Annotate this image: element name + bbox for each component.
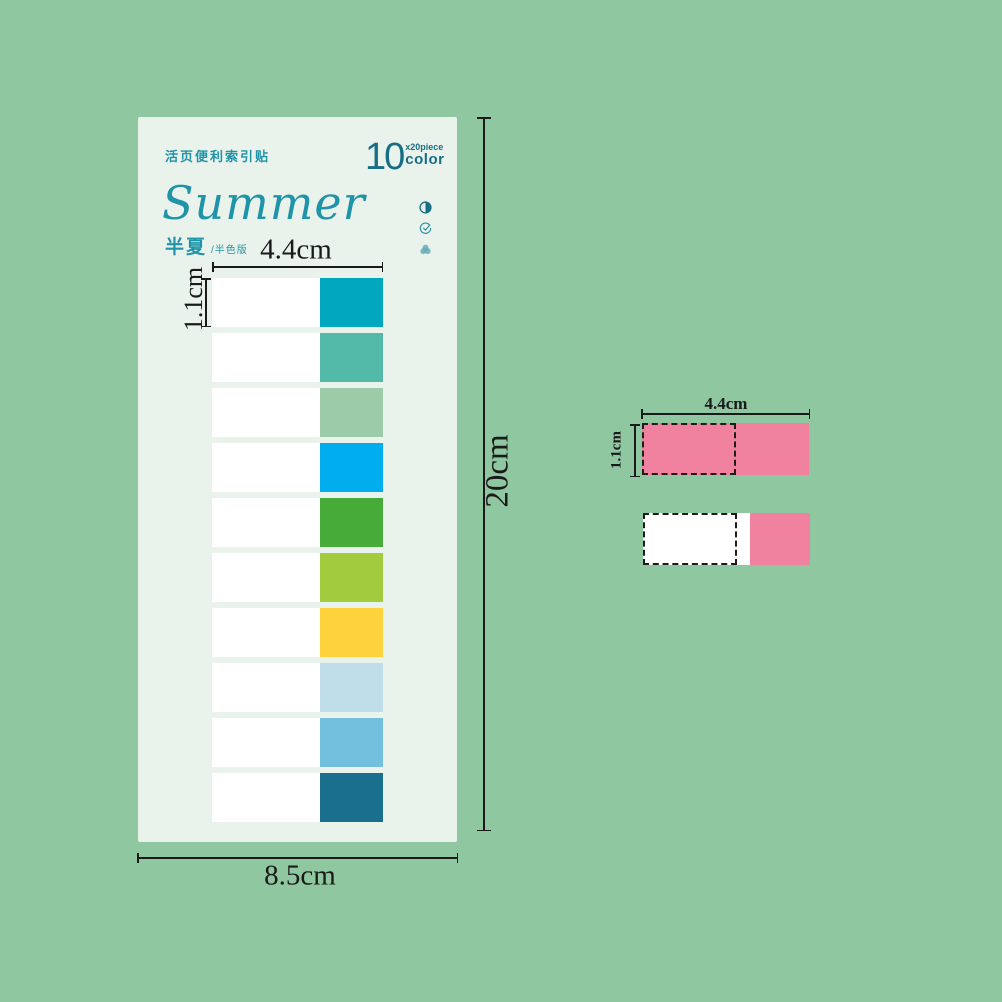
tab-color-swatch	[320, 773, 383, 822]
pieces-label: x20piece	[405, 142, 444, 152]
detail-width-label: 4.4cm	[704, 394, 748, 413]
tab-row	[212, 718, 383, 767]
tab-row	[212, 388, 383, 437]
tab-row	[212, 443, 383, 492]
sample-tab-full-color	[642, 423, 809, 475]
tab-row	[212, 278, 383, 327]
sheet-width-line	[137, 853, 458, 862]
feature-icons-column	[419, 201, 432, 256]
tab-row	[212, 333, 383, 382]
tab-color-swatch	[320, 663, 383, 712]
color-count-side: x20piece color	[405, 143, 444, 168]
tabs-list	[212, 278, 383, 822]
color-count-block: 10 x20piece color	[365, 136, 444, 178]
tab-color-swatch	[320, 278, 383, 327]
tab-width-line	[212, 262, 383, 271]
card-header-label: 活页便利索引贴	[165, 149, 271, 164]
tab-row	[212, 608, 383, 657]
tab-color-swatch	[320, 333, 383, 382]
sheet-height-label: 20cm	[479, 434, 516, 508]
half-circle-icon	[419, 201, 432, 214]
tab-row	[212, 663, 383, 712]
detail-height-label: 1.1cm	[608, 431, 625, 469]
tab-color-swatch	[320, 498, 383, 547]
product-card: 活页便利索引贴 10 x20piece color Summer 半夏 /半色版	[138, 117, 457, 842]
tab-color-swatch	[320, 443, 383, 492]
adhesive-zone-outline	[643, 513, 737, 565]
tab-color-swatch	[320, 388, 383, 437]
sample-tab-color-end	[750, 513, 810, 565]
sheet-height-line	[478, 117, 489, 831]
subtitle-row: 半夏 /半色版	[165, 232, 248, 259]
trefoil-icon	[420, 244, 431, 255]
product-title: Summer	[162, 176, 366, 230]
tab-width-label: 4.4cm	[260, 233, 332, 266]
sample-tab-partial-color	[643, 513, 810, 565]
detail-width-line	[641, 409, 810, 418]
tab-color-swatch	[320, 553, 383, 602]
tab-row	[212, 773, 383, 822]
tab-height-line	[201, 278, 210, 327]
color-count-number: 10	[365, 136, 405, 178]
tab-row	[212, 553, 383, 602]
product-subtitle-note: /半色版	[211, 245, 248, 256]
product-subtitle: 半夏	[165, 237, 208, 258]
tab-color-swatch	[320, 718, 383, 767]
detail-height-line	[630, 424, 639, 477]
adhesive-zone-outline	[642, 423, 736, 475]
check-circle-icon	[419, 222, 432, 234]
sheet-width-label: 8.5cm	[264, 859, 336, 892]
tab-row	[212, 498, 383, 547]
color-unit-label: color	[405, 151, 445, 168]
tab-color-swatch	[320, 608, 383, 657]
